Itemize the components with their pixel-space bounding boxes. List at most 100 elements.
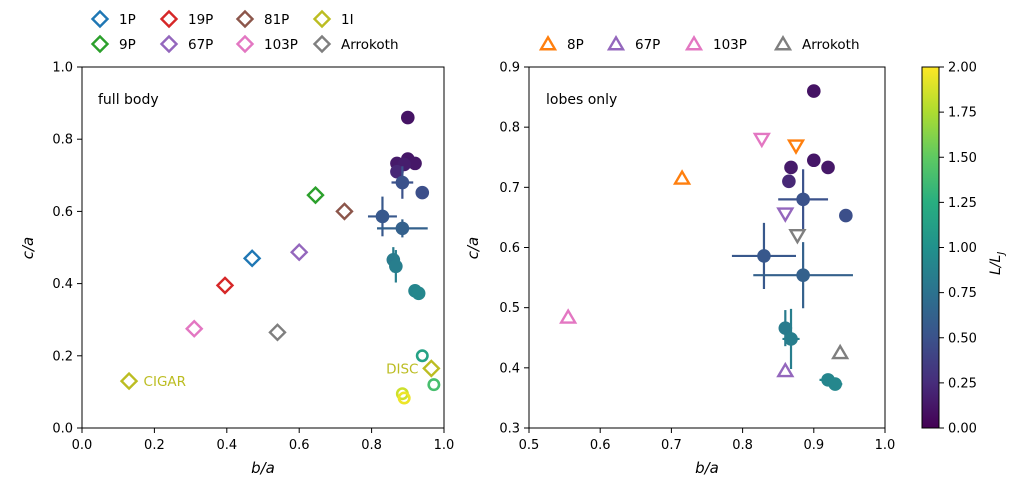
- model-point: [821, 160, 835, 175]
- colorbar-tick-label: 1.75: [948, 106, 977, 121]
- x-tick-label: 0.9: [803, 438, 824, 453]
- comet-diamond-marker: [268, 323, 287, 342]
- comet-triangle-marker: [559, 308, 578, 324]
- right-y-axis-label: c/a: [464, 237, 482, 260]
- model-point: [757, 249, 771, 263]
- legend-label: 81P: [264, 12, 289, 28]
- y-tick-label: 0.8: [499, 121, 520, 136]
- colorbar-tick-label: 0.75: [948, 286, 977, 301]
- model-point: [778, 321, 793, 335]
- legend-marker: [606, 34, 626, 51]
- left-y-axis: 0.0 0.2 0.4 0.6 0.8 1.0: [52, 61, 82, 437]
- legend-label: 9P: [119, 37, 136, 53]
- comet-triangle-marker: [776, 361, 795, 378]
- model-point: [782, 174, 796, 189]
- x-tick-label: 1.0: [875, 438, 896, 453]
- left-model-points: [367, 110, 441, 405]
- model-point: [401, 110, 415, 125]
- model-point: [415, 185, 430, 200]
- model-point-ring: [415, 349, 429, 363]
- left-annotations: CIGAR DISC: [144, 361, 419, 390]
- legend-marker: [235, 34, 255, 54]
- model-point-ring: [427, 378, 441, 392]
- y-tick-label: 0.6: [52, 205, 73, 220]
- comet-triangle-marker: [786, 139, 806, 155]
- right-y-axis: 0.3 0.4 0.5 0.6 0.7 0.8 0.9: [499, 61, 529, 437]
- left-x-axis-label: b/a: [251, 459, 275, 477]
- legend-label: Arrokoth: [341, 37, 399, 53]
- x-tick-label: 0.4: [216, 438, 237, 453]
- legend-marker: [538, 34, 558, 51]
- left-plot-frame: [81, 66, 445, 429]
- comet-triangle-marker: [672, 169, 692, 185]
- y-tick-label: 0.6: [499, 241, 520, 256]
- x-tick-label: 0.8: [361, 438, 382, 453]
- comet-diamond-marker: [335, 202, 354, 221]
- colorbar-tick-label: 2.00: [948, 61, 977, 76]
- x-tick-label: 1.0: [434, 438, 455, 453]
- colorbar-tick-label: 0.50: [948, 331, 977, 346]
- legend-marker: [684, 34, 704, 51]
- colorbar-label: L/LJ: [988, 252, 1007, 275]
- model-point: [828, 377, 842, 391]
- y-tick-label: 0.9: [499, 61, 520, 76]
- model-point: [839, 208, 853, 223]
- y-tick-label: 0.4: [499, 361, 520, 376]
- y-tick-label: 1.0: [52, 61, 73, 76]
- comet-triangle-marker: [752, 132, 771, 149]
- y-tick-label: 0.8: [52, 133, 73, 148]
- comet-diamond-marker: [242, 249, 262, 268]
- comet-diamond-marker: [422, 359, 441, 378]
- left-comet-markers: [119, 185, 441, 391]
- colorbar-tick-label: 0.25: [948, 376, 977, 391]
- legend-label: 1I: [341, 12, 354, 28]
- right-plot-frame: [528, 66, 886, 429]
- y-tick-label: 0.0: [52, 422, 73, 437]
- comet-diamond-marker: [290, 242, 309, 262]
- model-point: [784, 160, 798, 175]
- colorbar-label-main: L/L: [988, 255, 1004, 275]
- comet-diamond-marker: [119, 371, 139, 391]
- y-tick-label: 0.5: [499, 301, 520, 316]
- legend-marker: [773, 34, 793, 51]
- x-tick-label: 0.0: [72, 438, 93, 453]
- model-point: [796, 268, 810, 282]
- colorbar-gradient: [921, 66, 940, 429]
- region-label: DISC: [386, 361, 418, 377]
- colorbar-label-subscript: J: [996, 252, 1007, 257]
- model-point: [395, 221, 410, 236]
- legend-marker: [159, 34, 179, 54]
- model-point: [395, 175, 410, 190]
- x-tick-label: 0.6: [590, 438, 611, 453]
- legend-label: 8P: [567, 37, 584, 53]
- legend-marker: [312, 34, 332, 54]
- left-panel-annotation: full body: [98, 92, 159, 108]
- left-x-axis: 0.0 0.2 0.4 0.6 0.8 1.0: [72, 428, 455, 453]
- colorbar-tick-label: 0.00: [948, 422, 977, 437]
- model-point: [390, 164, 404, 179]
- colorbar-tick-label: 1.25: [948, 196, 977, 211]
- right-x-axis-label: b/a: [695, 459, 719, 477]
- model-point: [796, 192, 810, 207]
- right-scatter-panel: 0.5 0.6 0.7 0.8 0.9 1.0 0.3 0.4 0.5 0.6 0.7 0.8 0.9…: [464, 34, 896, 477]
- x-tick-label: 0.2: [144, 438, 165, 453]
- y-tick-label: 0.4: [52, 277, 73, 292]
- x-tick-label: 0.6: [289, 438, 310, 453]
- left-legend: 1P 19P 81P 1I 9P 67P 103P Arrokoth: [90, 9, 399, 54]
- y-tick-label: 0.3: [499, 422, 520, 437]
- colorbar-tick-label: 1.50: [948, 151, 977, 166]
- colorbar-tick-label: 1.00: [948, 241, 977, 256]
- right-panel-annotation: lobes only: [546, 92, 617, 108]
- legend-marker: [90, 9, 110, 29]
- model-point: [784, 332, 798, 346]
- left-y-axis-label: c/a: [19, 237, 37, 260]
- model-point: [408, 156, 422, 171]
- comet-diamond-marker: [185, 319, 204, 338]
- legend-label: Arrokoth: [802, 37, 860, 53]
- legend-label: 67P: [635, 37, 660, 53]
- legend-marker: [312, 9, 332, 29]
- colorbar: 0.00 0.25 0.50 0.75 1.00 1.25 1.50 1.75 2.00 L/L…: [921, 61, 1007, 437]
- comet-diamond-marker: [215, 276, 235, 295]
- model-point-ring: [397, 391, 411, 405]
